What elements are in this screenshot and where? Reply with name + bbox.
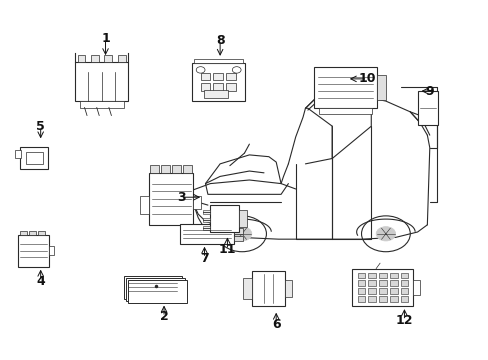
Bar: [400, 273, 407, 278]
Bar: [351, 269, 412, 306]
Text: 11: 11: [218, 243, 236, 256]
Bar: [49, 246, 54, 256]
Bar: [251, 271, 285, 306]
Bar: [318, 108, 371, 114]
Bar: [20, 147, 48, 169]
Bar: [389, 288, 397, 294]
Bar: [367, 280, 375, 286]
Bar: [200, 72, 210, 80]
Circle shape: [232, 226, 251, 241]
Bar: [378, 296, 386, 302]
Bar: [29, 231, 36, 234]
Text: 12: 12: [395, 314, 412, 327]
Bar: [400, 280, 407, 286]
Bar: [150, 165, 159, 173]
Bar: [172, 165, 181, 173]
Bar: [243, 278, 251, 299]
Text: 9: 9: [425, 85, 433, 98]
Bar: [357, 273, 365, 278]
Bar: [75, 62, 128, 101]
Bar: [367, 296, 375, 302]
Text: 5: 5: [36, 121, 45, 134]
Bar: [367, 273, 375, 278]
Bar: [15, 150, 21, 158]
Bar: [18, 234, 49, 267]
Bar: [191, 63, 245, 101]
Bar: [161, 165, 170, 173]
Circle shape: [375, 226, 395, 241]
Bar: [417, 91, 437, 126]
Bar: [233, 235, 242, 241]
Bar: [378, 273, 386, 278]
Bar: [183, 165, 192, 173]
Bar: [285, 280, 291, 297]
Bar: [225, 72, 235, 80]
Bar: [149, 173, 193, 225]
Bar: [412, 280, 419, 295]
Bar: [200, 83, 210, 91]
Text: 2: 2: [160, 310, 168, 324]
Bar: [213, 83, 223, 91]
Text: 4: 4: [36, 275, 45, 288]
Bar: [126, 278, 184, 301]
Text: 3: 3: [177, 191, 185, 204]
Bar: [357, 288, 365, 294]
Bar: [389, 273, 397, 278]
Bar: [128, 280, 186, 303]
Text: 10: 10: [358, 72, 375, 85]
Bar: [376, 75, 385, 100]
Bar: [210, 205, 238, 232]
Bar: [203, 226, 209, 230]
Bar: [213, 72, 223, 80]
Bar: [389, 296, 397, 302]
Bar: [80, 101, 123, 108]
Bar: [203, 210, 209, 214]
Bar: [140, 196, 149, 215]
Bar: [38, 231, 44, 234]
Bar: [180, 224, 233, 244]
Text: 6: 6: [271, 318, 280, 331]
Text: 7: 7: [200, 252, 208, 265]
Bar: [238, 211, 247, 226]
Bar: [194, 59, 243, 63]
Bar: [389, 280, 397, 286]
Bar: [313, 67, 376, 108]
Bar: [225, 83, 235, 91]
Bar: [378, 280, 386, 286]
Bar: [400, 288, 407, 294]
Bar: [78, 55, 85, 62]
Bar: [367, 288, 375, 294]
Bar: [233, 228, 242, 234]
Bar: [400, 296, 407, 302]
Bar: [20, 231, 27, 234]
Bar: [357, 296, 365, 302]
Bar: [203, 218, 209, 222]
Bar: [378, 288, 386, 294]
Text: 8: 8: [215, 34, 224, 48]
Bar: [104, 55, 112, 62]
Bar: [26, 152, 42, 164]
Bar: [203, 90, 228, 98]
Bar: [357, 280, 365, 286]
Bar: [91, 55, 99, 62]
Bar: [118, 55, 125, 62]
Bar: [123, 276, 182, 299]
Text: 1: 1: [101, 32, 110, 45]
Bar: [193, 196, 200, 209]
